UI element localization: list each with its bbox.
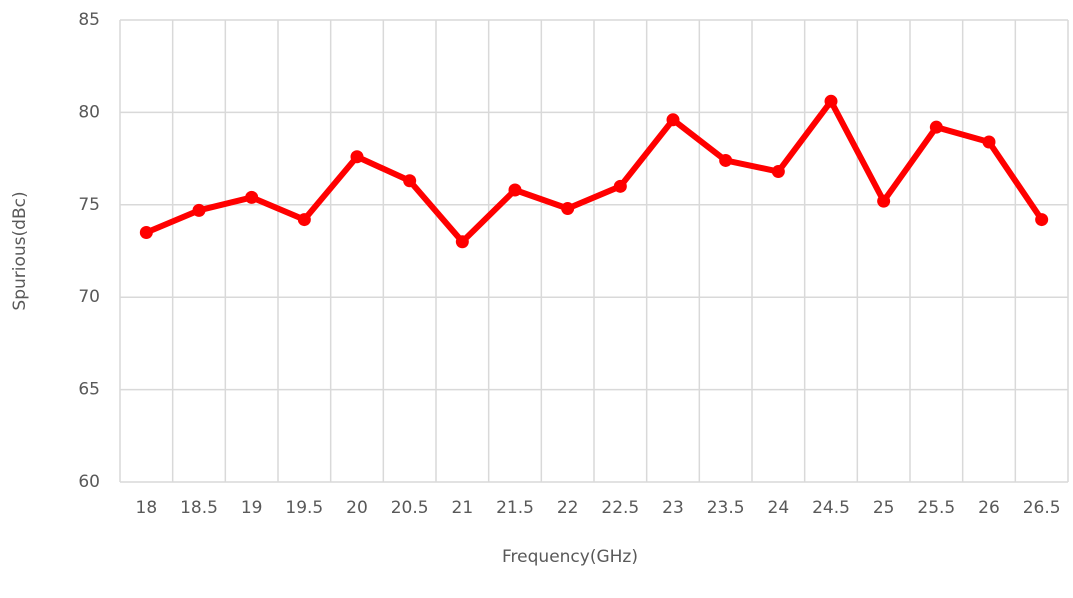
x-tick-label: 18 — [136, 498, 158, 518]
x-tick-label: 18.5 — [180, 498, 218, 518]
point — [824, 94, 838, 108]
point — [297, 213, 311, 227]
point — [929, 120, 943, 134]
point — [350, 150, 364, 164]
x-tick-label: 25 — [873, 498, 895, 518]
y-axis-title: Spurious(dBc) — [10, 191, 30, 310]
x-tick-label: 19.5 — [285, 498, 323, 518]
x-tick-label: 20 — [346, 498, 368, 518]
y-tick-label: 85 — [78, 10, 100, 30]
point — [455, 235, 469, 249]
y-tick-label: 80 — [78, 102, 100, 122]
x-tick-label: 26 — [978, 498, 1000, 518]
x-axis-title: Frequency(GHz) — [502, 547, 638, 567]
point — [245, 190, 259, 204]
point — [771, 165, 785, 179]
x-tick-label: 24 — [768, 498, 790, 518]
point — [877, 194, 891, 208]
x-tick-label: 23 — [662, 498, 684, 518]
x-tick-label: 23.5 — [707, 498, 745, 518]
y-tick-label: 65 — [78, 380, 100, 400]
x-tick-label: 19 — [241, 498, 263, 518]
x-tick-label: 22.5 — [601, 498, 639, 518]
x-tick-label: 25.5 — [917, 498, 955, 518]
point — [508, 183, 522, 197]
point — [982, 135, 996, 149]
point — [139, 226, 153, 240]
x-tick-label: 22 — [557, 498, 579, 518]
x-tick-label: 24.5 — [812, 498, 850, 518]
x-tick-label: 21.5 — [496, 498, 534, 518]
y-tick-label: 60 — [78, 472, 100, 492]
point — [613, 179, 627, 193]
x-tick-label: 26.5 — [1023, 498, 1061, 518]
x-tick-label: 20.5 — [391, 498, 429, 518]
point — [561, 201, 575, 215]
x-tick-label: 21 — [452, 498, 474, 518]
point — [403, 174, 417, 188]
line — [145, 98, 1045, 245]
point — [719, 153, 733, 167]
point — [192, 203, 206, 217]
point — [666, 113, 680, 127]
y-tick-label: 75 — [78, 195, 100, 215]
y-tick-label: 70 — [78, 287, 100, 307]
point — [1035, 213, 1049, 227]
